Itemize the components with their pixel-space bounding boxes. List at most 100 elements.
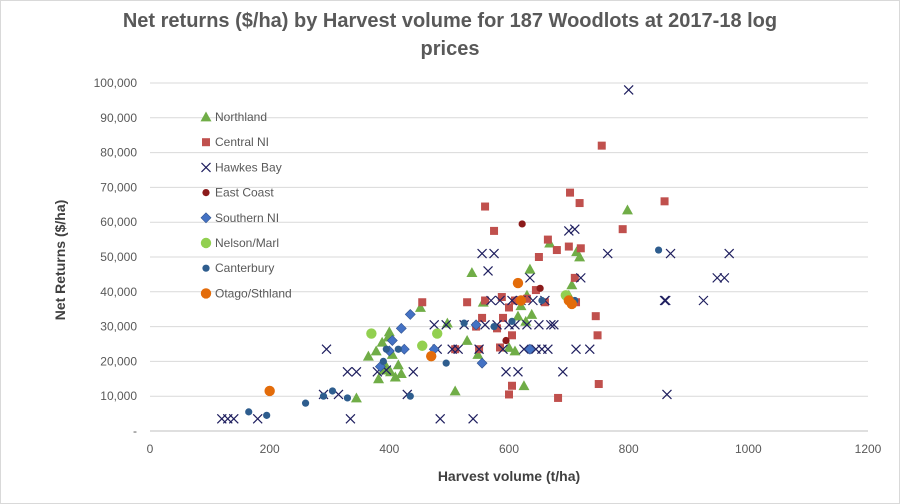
point-hawkes-bay	[351, 366, 362, 377]
point-hawkes-bay	[557, 366, 568, 377]
point-northland	[574, 251, 586, 262]
legend-label-nelson-marl: Nelson/Marl	[215, 236, 279, 250]
point-central-ni	[418, 298, 427, 307]
point-canterbury	[319, 392, 328, 400]
legend-marker-nelson-marl	[200, 237, 212, 249]
legend-label-hawkes-bay: Hawkes Bay	[215, 160, 282, 174]
point-canterbury	[245, 408, 253, 416]
point-hawkes-bay	[507, 295, 517, 306]
x-tick-label: 1200	[855, 442, 882, 456]
point-central-ni	[593, 331, 602, 340]
legend-marker-hawkes-bay	[201, 162, 211, 173]
point-central-ni	[481, 296, 490, 305]
point-hawkes-bay	[660, 295, 671, 306]
point-northland	[389, 371, 401, 382]
point-hawkes-bay	[665, 248, 676, 259]
point-southern-ni	[395, 322, 407, 334]
y-tick-label: 10,000	[100, 389, 137, 403]
point-northland	[566, 279, 578, 290]
point-canterbury	[654, 246, 663, 254]
point-northland	[350, 392, 362, 403]
point-canterbury	[460, 319, 468, 327]
point-canterbury	[538, 296, 546, 305]
point-northland	[461, 335, 473, 345]
point-hawkes-bay	[519, 344, 529, 355]
point-canterbury	[406, 392, 414, 400]
point-hawkes-bay	[542, 344, 553, 355]
point-central-ni	[570, 273, 579, 282]
legend-marker-northland	[200, 111, 212, 122]
y-tick-label: 50,000	[100, 250, 137, 264]
point-central-ni	[576, 244, 585, 253]
point-otago-sthland	[512, 277, 524, 289]
point-central-ni	[566, 188, 575, 197]
point-hawkes-bay	[228, 413, 239, 424]
point-hawkes-bay	[513, 366, 523, 377]
point-hawkes-bay	[252, 413, 263, 424]
legend-label-canterbury: Canterbury	[215, 261, 274, 275]
point-canterbury	[328, 387, 337, 395]
point-canterbury	[490, 323, 498, 331]
point-central-ni	[594, 380, 603, 389]
point-nelson-marl	[366, 328, 377, 339]
point-hawkes-bay	[525, 272, 535, 283]
point-hawkes-bay	[321, 344, 332, 355]
point-hawkes-bay	[435, 413, 446, 424]
point-northland	[518, 380, 530, 391]
chart-title-line2: prices	[420, 38, 480, 60]
point-northland	[472, 348, 484, 359]
y-tick-label: 30,000	[100, 320, 137, 334]
point-otago-sthland	[264, 385, 275, 397]
point-nelson-marl	[432, 328, 443, 339]
point-hawkes-bay	[522, 319, 532, 330]
point-canterbury	[301, 399, 310, 407]
point-central-ni	[497, 293, 506, 302]
point-central-ni	[618, 225, 627, 234]
point-hawkes-bay	[575, 272, 586, 283]
point-northland	[362, 350, 374, 361]
point-central-ni	[543, 235, 552, 244]
point-east-coast	[536, 284, 544, 292]
point-southern-ni	[470, 319, 482, 331]
point-central-ni	[499, 313, 508, 322]
point-central-ni	[575, 199, 584, 208]
legend-marker-east-coast	[202, 189, 210, 197]
point-central-ni	[554, 393, 563, 402]
point-hawkes-bay	[569, 224, 580, 235]
point-canterbury	[508, 317, 516, 325]
legend-label-southern-ni: Southern NI	[215, 211, 279, 225]
x-tick-label: 0	[147, 442, 154, 456]
point-hawkes-bay	[719, 272, 730, 283]
point-northland	[392, 359, 404, 370]
point-central-ni	[534, 253, 543, 261]
point-hawkes-bay	[662, 389, 672, 400]
point-northland	[524, 263, 536, 274]
point-hawkes-bay	[724, 248, 735, 259]
y-tick-label: 60,000	[100, 215, 137, 229]
point-hawkes-bay	[495, 295, 505, 306]
legend-label-central-ni: Central NI	[215, 135, 269, 149]
point-east-coast	[502, 336, 510, 345]
legend-label-otago-sthland: Otago/Sthland	[215, 286, 292, 300]
point-hawkes-bay	[498, 344, 508, 355]
x-axis-label: Harvest volume (t/ha)	[437, 468, 581, 484]
point-central-ni	[478, 313, 487, 322]
point-central-ni	[564, 242, 573, 251]
point-otago-sthland	[566, 298, 578, 310]
legend-label-east-coast: East Coast	[215, 186, 274, 200]
point-central-ni	[481, 202, 490, 211]
point-northland	[376, 336, 388, 347]
point-southern-ni	[404, 308, 416, 320]
point-hawkes-bay	[584, 344, 595, 355]
point-hawkes-bay	[441, 319, 452, 330]
legend-marker-canterbury	[202, 264, 210, 272]
point-canterbury	[442, 359, 450, 367]
point-central-ni	[463, 298, 472, 307]
point-hawkes-bay	[429, 319, 440, 330]
legend-marker-southern-ni	[200, 212, 212, 224]
x-tick-label: 600	[499, 442, 519, 456]
point-northland	[509, 345, 521, 356]
y-tick-label: 20,000	[100, 354, 137, 368]
